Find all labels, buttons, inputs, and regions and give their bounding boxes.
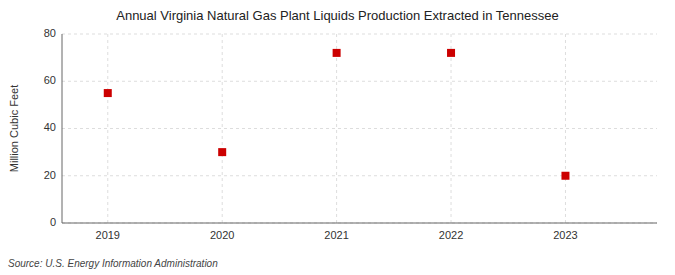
chart: 0 20 40 60 80 2019 2020 2021 2022 2023 Annual Virg… — [0, 0, 675, 275]
grid — [62, 34, 657, 223]
y-tick-label: 60 — [44, 74, 56, 86]
x-tick-label: 2019 — [96, 229, 120, 241]
y-tick-label: 20 — [44, 169, 56, 181]
grid-line-x — [222, 34, 223, 223]
source: Source: U.S. Energy Information Administ… — [8, 258, 218, 269]
grid-line-y — [62, 81, 657, 82]
tick-labels: 0 20 40 60 80 2019 2020 2021 2022 2023 — [44, 27, 578, 241]
x-tick-label: 2022 — [439, 229, 463, 241]
y-tick-label: 80 — [44, 27, 56, 39]
grid-line-x — [107, 34, 108, 223]
y-axis-line — [62, 34, 63, 223]
grid-line-y — [62, 34, 657, 35]
grid-line-y — [62, 223, 657, 224]
x-axis-line — [62, 223, 657, 224]
point — [447, 49, 455, 57]
point — [218, 148, 226, 156]
point — [333, 49, 341, 57]
grid-line-y — [62, 128, 657, 129]
grid-line-x — [565, 34, 566, 223]
x-tick-label: 2021 — [324, 229, 348, 241]
grid-line-x — [336, 34, 337, 223]
x-tick-label: 2023 — [553, 229, 577, 241]
y-tick-label: 40 — [44, 121, 56, 133]
x-tick-label: 2020 — [210, 229, 234, 241]
grid-line-x — [451, 34, 452, 223]
y-tick-label: 0 — [50, 216, 56, 228]
y-axis-label: Million Cubic Feet — [8, 85, 20, 172]
points — [104, 49, 570, 180]
point — [561, 172, 569, 180]
point — [104, 89, 112, 97]
title: Annual Virginia Natural Gas Plant Liquid… — [116, 8, 559, 23]
